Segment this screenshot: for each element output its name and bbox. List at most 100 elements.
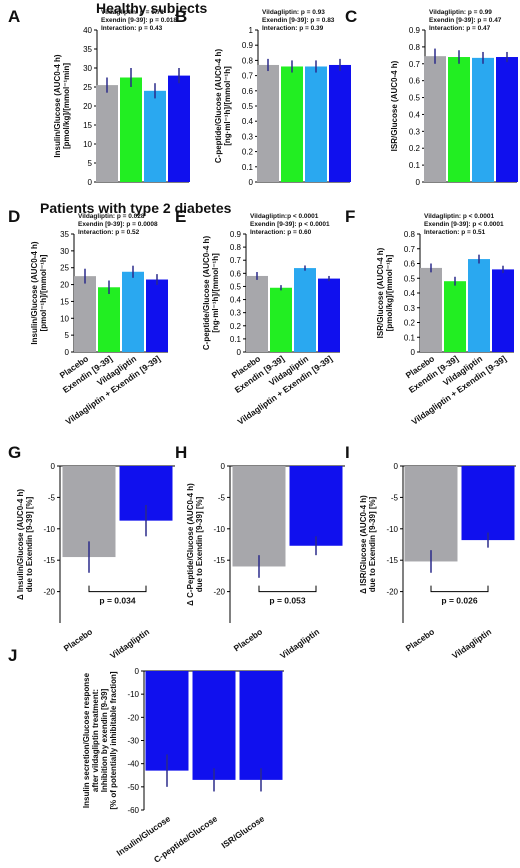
- panel-label: B: [175, 7, 187, 26]
- y-tick-label: 0.5: [409, 94, 421, 103]
- y-tick-label: 0.9: [242, 41, 254, 50]
- panel-label: H: [175, 443, 187, 462]
- y-tick-label: -20: [127, 713, 139, 722]
- panel-h: H 0 -5 -10 -15 -20 Δ C-Peptide/Glucose (AUC0-4…: [175, 443, 345, 661]
- p-value-label: p = 0.034: [99, 596, 135, 606]
- stat-line: Vildagliptin:p < 0.0001: [250, 213, 319, 220]
- section-title-healthy: Healthy subjects: [96, 0, 208, 16]
- y-tick-label: 0.4: [409, 110, 421, 119]
- bar: [294, 268, 316, 352]
- y-tick-label: 0.9: [409, 26, 421, 35]
- p-value-label: p = 0.026: [441, 596, 477, 606]
- y-tick-label: 0: [221, 462, 226, 471]
- y-axis-label: ISR/Glucose (AUC0-4 h): [376, 247, 385, 338]
- category-label: Placebo: [404, 626, 436, 653]
- stat-line: Exendin [9-39]: p < 0.0001: [424, 221, 504, 228]
- bar: [144, 90, 166, 182]
- bar: [96, 85, 118, 182]
- bar: [404, 466, 458, 562]
- y-tick-label: 0.2: [242, 148, 254, 157]
- significance-bracket: [258, 585, 317, 593]
- y-tick-label: 0.2: [409, 144, 421, 153]
- stat-line: Exendin [9-39]: p < 0.0001: [250, 221, 330, 228]
- stat-line: Interaction: p = 0.52: [78, 229, 140, 236]
- stat-line: Interaction: p = 0.47: [429, 25, 491, 32]
- y-tick-label: -20: [43, 588, 55, 597]
- y-tick-label: 10: [83, 140, 92, 149]
- panel-c: C 0 0.1 0.2 0.3 0.4 0.5 0.6 0.7 0.8 0.9 Vildaglipti…: [345, 7, 518, 187]
- bar: [444, 281, 466, 352]
- y-tick-label: -15: [43, 556, 55, 565]
- panel-j: J 0 -10 -20 -30 -40 -50 -60 Insulin secretion/Gl…: [8, 646, 284, 865]
- y-tick-label: -15: [386, 556, 398, 565]
- bar: [492, 269, 514, 352]
- category-label: Vildagliptin: [108, 626, 151, 660]
- y-tick-label: 25: [60, 264, 69, 273]
- y-tick-label: 0.3: [230, 309, 242, 318]
- bar: [232, 466, 286, 567]
- y-tick-label: 0: [135, 667, 140, 676]
- y-tick-label: 0.8: [242, 56, 254, 65]
- bar: [192, 671, 236, 780]
- bar: [289, 466, 343, 546]
- y-tick-label: 1: [249, 26, 254, 35]
- stat-line: Vildagliptin: p = 0.99: [429, 9, 492, 16]
- bar: [168, 75, 190, 182]
- stat-line: Vildagliptin: p < 0.0001: [424, 213, 495, 220]
- y-tick-label: 20: [60, 281, 69, 290]
- y-axis-label: Insulin/Glucose (AUC0-4 h): [53, 54, 62, 157]
- panel-label: C: [345, 7, 357, 26]
- panel-a: A 0 5 10 15 20 25 30 35 40 Vildagliptin: p = 0.71E…: [8, 7, 190, 187]
- stat-line: Exendin [9-39]: p = 0.018: [101, 17, 177, 24]
- y-tick-label: 0.5: [242, 102, 254, 111]
- y-tick-label: -5: [218, 493, 226, 502]
- panel-label: E: [175, 207, 186, 226]
- y-axis-label: Inhibition by exendin [9-39]: [100, 688, 109, 792]
- y-tick-label: 0.6: [230, 269, 242, 278]
- y-tick-label: 0: [51, 462, 56, 471]
- y-tick-label: 0.9: [230, 230, 242, 239]
- y-axis-label: after vildagliptin treatment:: [91, 689, 100, 792]
- y-tick-label: 0.2: [404, 319, 416, 328]
- y-tick-label: -10: [43, 525, 55, 534]
- bar: [257, 64, 279, 182]
- y-tick-label: 35: [83, 45, 92, 54]
- y-axis-label: [pmol/kg]/[mmol⁻¹h]: [385, 254, 394, 331]
- y-tick-label: 0.3: [404, 304, 416, 313]
- bar: [496, 57, 518, 183]
- y-tick-label: 0.8: [230, 243, 242, 252]
- stat-line: Interaction: p = 0.51: [424, 229, 486, 236]
- significance-bracket: [88, 585, 147, 593]
- y-tick-label: 5: [88, 159, 93, 168]
- panel-f: F 0 0.1 0.2 0.3 0.4 0.5 0.6 0.7 0.8 Vildagliptin: …: [345, 207, 514, 427]
- y-tick-label: 0.1: [404, 333, 416, 342]
- y-tick-label: 15: [83, 121, 92, 130]
- category-label: ISR/Glucose: [219, 813, 266, 850]
- panel-label: D: [8, 207, 20, 226]
- stat-line: Exendin [9-39]: p = 0.83: [262, 17, 335, 24]
- y-tick-label: 5: [65, 331, 70, 340]
- y-tick-label: 0: [65, 348, 70, 357]
- y-axis-label: Insulin/Glucose (AUC0-4 h): [30, 241, 39, 344]
- y-tick-label: 0.7: [242, 72, 254, 81]
- y-tick-label: 0.1: [409, 161, 421, 170]
- category-label: Vildagliptin: [450, 626, 493, 660]
- significance-bracket: [430, 585, 489, 593]
- stat-line: Exendin [9-39]: p = 0.47: [429, 17, 502, 24]
- bar: [239, 671, 283, 780]
- bar: [318, 278, 340, 352]
- stat-line: Interaction: p = 0.43: [101, 25, 163, 32]
- panel-label: A: [8, 7, 20, 26]
- y-tick-label: 30: [60, 247, 69, 256]
- y-tick-label: 0: [394, 462, 399, 471]
- section-title-t2d: Patients with type 2 diabetes: [40, 200, 232, 216]
- y-tick-label: -10: [213, 525, 225, 534]
- y-axis-label: [ng·ml⁻¹h]/[mmol⁻¹h]: [223, 66, 232, 146]
- bar: [98, 287, 120, 352]
- y-tick-label: 40: [83, 26, 92, 35]
- bar: [145, 671, 189, 771]
- y-tick-label: 0: [237, 348, 242, 357]
- bar: [270, 287, 292, 352]
